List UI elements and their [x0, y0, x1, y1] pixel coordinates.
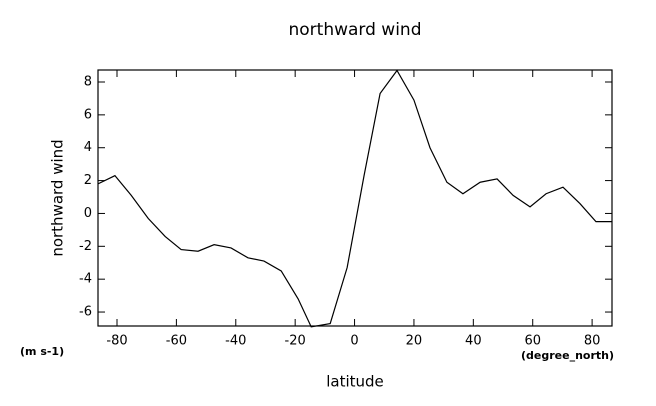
y-tick-label: -6	[79, 305, 92, 320]
x-tick-label: -20	[285, 334, 306, 349]
data-line	[97, 69, 612, 328]
y-tick-label: 0	[84, 206, 92, 221]
x-tick-label: 40	[465, 334, 482, 349]
x-tick-label: -40	[225, 334, 246, 349]
x-axis-label: latitude	[326, 373, 384, 391]
x-tick-label: -60	[166, 334, 187, 349]
y-tick-label: 2	[84, 173, 92, 188]
y-tick-label: -2	[79, 239, 92, 254]
y-axis-label: northward wind	[49, 139, 67, 256]
y-tick-label: 6	[84, 107, 92, 122]
x-tick-label: 20	[406, 334, 423, 349]
x-unit: (degree_north)	[521, 349, 614, 362]
y-tick-label: -4	[79, 272, 92, 287]
y-tick-label: 4	[84, 140, 92, 155]
chart-title: northward wind	[288, 20, 421, 40]
y-tick-label: 8	[84, 74, 92, 89]
plot-frame	[97, 69, 613, 327]
x-tick-label: 60	[524, 334, 541, 349]
x-tick-label: 80	[584, 334, 601, 349]
x-tick-label: -80	[106, 334, 127, 349]
x-tick-label: 0	[350, 334, 358, 349]
y-unit: (m s-1)	[20, 345, 64, 358]
